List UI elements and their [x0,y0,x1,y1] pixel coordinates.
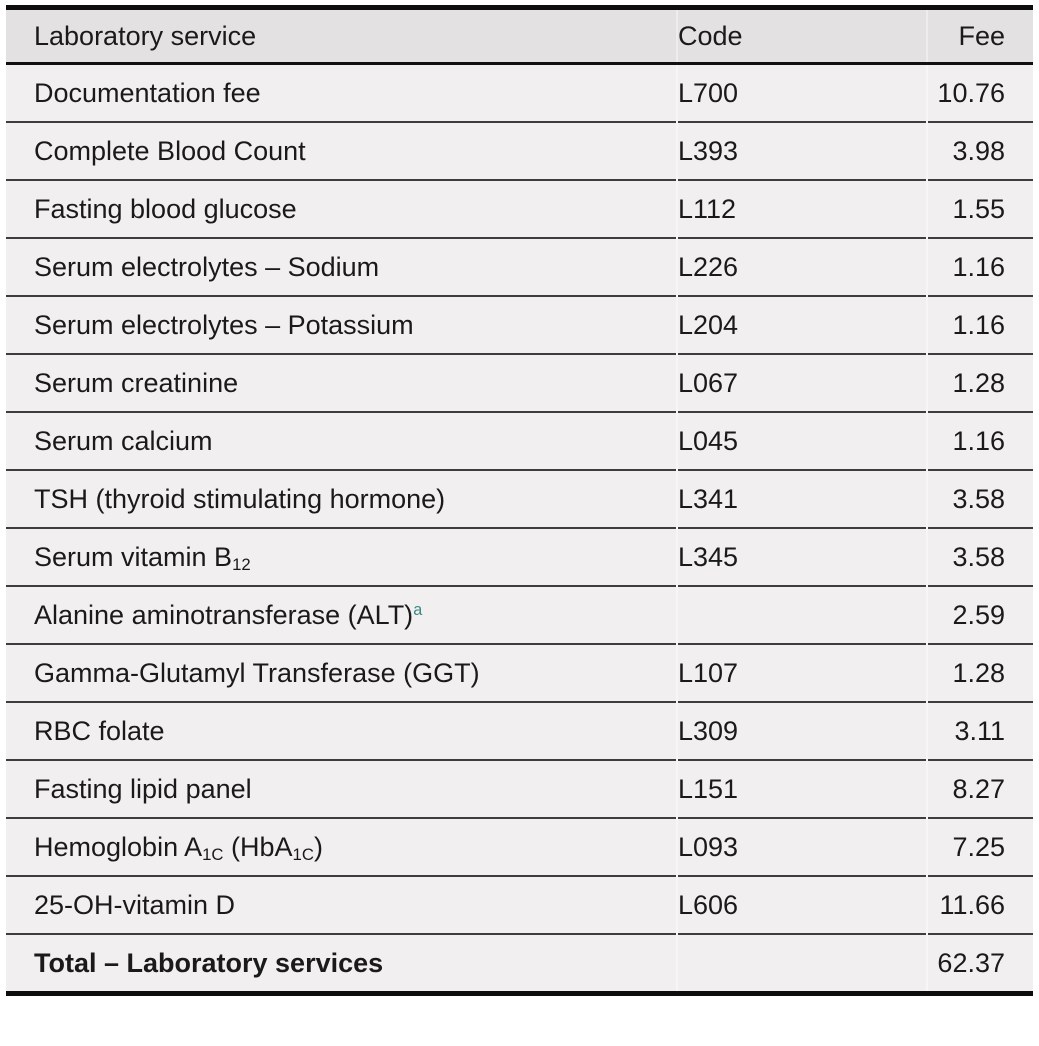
fee-cell: 3.58 [926,469,1033,528]
footnote-marker: a [413,600,423,619]
service-label: ) [313,831,323,862]
code-cell: L226 [676,237,927,296]
service-label: Serum vitamin B [34,541,233,572]
service-label: Alanine aminotransferase (ALT) [34,599,414,630]
subscript-text: 1C [202,844,224,864]
fee-cell: 62.37 [926,933,1033,994]
service-cell: Serum electrolytes – Potassium [6,295,677,354]
code-cell: L309 [676,701,927,760]
code-cell: L393 [676,121,927,180]
service-cell: Complete Blood Count [6,121,677,180]
code-cell: L341 [676,469,927,528]
table-row: Documentation fee L700 10.76 [6,63,1033,122]
header-fee: Fee [926,7,1033,65]
code-cell [676,933,927,994]
service-cell: Hemoglobin A1C (HbA1C) [6,817,677,876]
code-cell: L345 [676,527,927,586]
fee-cell: 1.16 [926,295,1033,354]
code-cell: L107 [676,643,927,702]
code-cell: L700 [676,63,927,122]
code-cell: L204 [676,295,927,354]
subscript-text: 12 [232,554,251,574]
service-cell: Serum vitamin B12 [6,527,677,586]
table-row: Complete Blood Count L393 3.98 [6,121,1033,180]
service-cell: 25-OH-vitamin D [6,875,677,934]
service-label: (HbA [223,831,293,862]
service-label: Hemoglobin A [34,831,203,862]
service-label: Gamma-Glutamyl Transferase (GGT) [34,657,480,688]
service-label: 25-OH-vitamin D [34,889,236,920]
fee-cell: 2.59 [926,585,1033,644]
total-row: Total – Laboratory services 62.37 [6,933,1033,994]
laboratory-fees-table: Laboratory service Code Fee Documentatio… [6,5,1033,996]
service-cell: Serum creatinine [6,353,677,412]
header-row: Laboratory service Code Fee [6,7,1033,65]
fee-cell: 1.16 [926,411,1033,470]
service-cell: Total – Laboratory services [6,933,677,994]
service-cell: RBC folate [6,701,677,760]
table-row: Serum creatinine L067 1.28 [6,353,1033,412]
table-row: Serum vitamin B12 L345 3.58 [6,527,1033,586]
fee-cell: 10.76 [926,63,1033,122]
code-cell: L067 [676,353,927,412]
service-cell: Alanine aminotransferase (ALT)a [6,585,677,644]
service-cell: Serum calcium [6,411,677,470]
service-label: Serum calcium [34,425,213,456]
table-row: Alanine aminotransferase (ALT)a 2.59 [6,585,1033,644]
code-cell: L045 [676,411,927,470]
service-label: TSH (thyroid stimulating hormone) [34,483,446,514]
fee-cell: 8.27 [926,759,1033,818]
code-cell: L606 [676,875,927,934]
code-cell: L093 [676,817,927,876]
code-cell: L151 [676,759,927,818]
code-cell [676,585,927,644]
service-label: Serum creatinine [34,367,239,398]
table-row: Serum electrolytes – Potassium L204 1.16 [6,295,1033,354]
service-cell: Fasting blood glucose [6,179,677,238]
service-label: Fasting lipid panel [34,773,252,804]
fee-cell: 11.66 [926,875,1033,934]
table-row: Serum calcium L045 1.16 [6,411,1033,470]
table-header: Laboratory service Code Fee [6,7,1033,65]
service-label: Complete Blood Count [34,135,306,166]
service-label: Total – Laboratory services [34,947,384,978]
service-label: Serum electrolytes – Sodium [34,251,380,282]
header-code: Code [676,7,927,65]
service-label: RBC folate [34,715,165,746]
service-cell: TSH (thyroid stimulating hormone) [6,469,677,528]
table-row: Hemoglobin A1C (HbA1C) L093 7.25 [6,817,1033,876]
fee-cell: 1.28 [926,353,1033,412]
code-cell: L112 [676,179,927,238]
service-cell: Fasting lipid panel [6,759,677,818]
fee-cell: 7.25 [926,817,1033,876]
fee-table: Laboratory service Code Fee Documentatio… [6,5,1033,996]
table-row: RBC folate L309 3.11 [6,701,1033,760]
table-row: Fasting blood glucose L112 1.55 [6,179,1033,238]
table-row: TSH (thyroid stimulating hormone) L341 3.5… [6,469,1033,528]
table-body: Documentation fee L700 10.76 Complete Blood… [6,63,1033,994]
fee-cell: 1.28 [926,643,1033,702]
fee-cell: 1.16 [926,237,1033,296]
service-label: Fasting blood glucose [34,193,297,224]
service-label: Serum electrolytes – Potassium [34,309,414,340]
table-row: Fasting lipid panel L151 8.27 [6,759,1033,818]
subscript-text: 1C [292,844,314,864]
fee-cell: 3.58 [926,527,1033,586]
table-row: 25-OH-vitamin D L606 11.66 [6,875,1033,934]
header-laboratory-service: Laboratory service [6,7,677,65]
table-row: Serum electrolytes – Sodium L226 1.16 [6,237,1033,296]
fee-cell: 1.55 [926,179,1033,238]
service-cell: Gamma-Glutamyl Transferase (GGT) [6,643,677,702]
service-label: Documentation fee [34,77,261,108]
service-cell: Documentation fee [6,63,677,122]
service-cell: Serum electrolytes – Sodium [6,237,677,296]
fee-cell: 3.11 [926,701,1033,760]
fee-cell: 3.98 [926,121,1033,180]
table-row: Gamma-Glutamyl Transferase (GGT) L107 1.28 [6,643,1033,702]
